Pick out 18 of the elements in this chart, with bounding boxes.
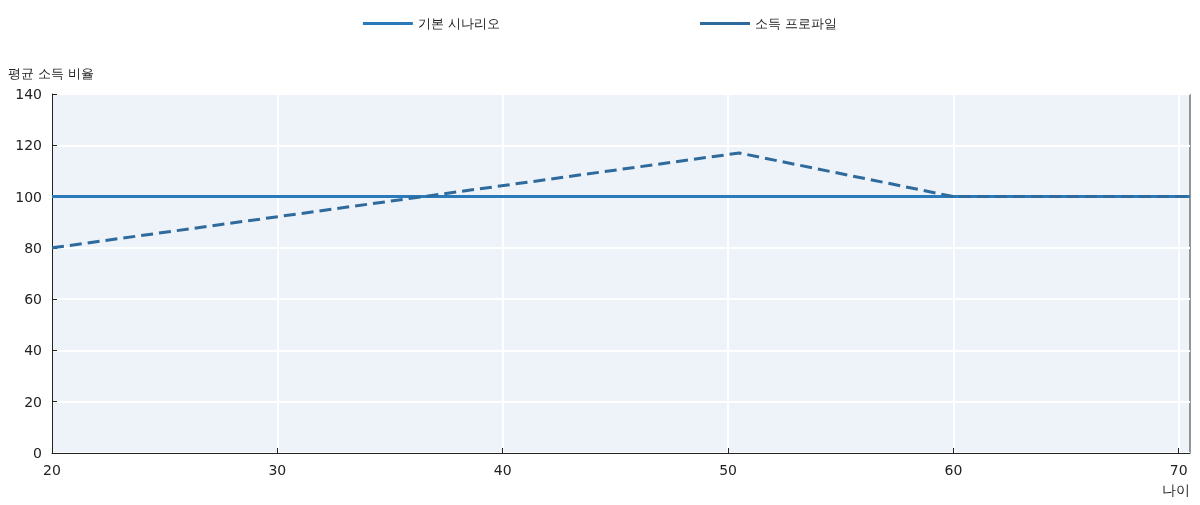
x-tick-label: 50 [719, 462, 737, 478]
y-tick-label: 120 [15, 137, 42, 154]
y-tick-label: 60 [24, 291, 42, 308]
x-tick-label: 60 [944, 462, 963, 478]
y-tick-label: 100 [15, 188, 42, 205]
y-tick-label: 80 [24, 239, 42, 256]
y-tick-label: 0 [33, 445, 42, 461]
y-axis-title: 평균 소득 비율 [8, 66, 95, 81]
x-tick-label: 20 [43, 462, 61, 478]
x-tick-label: 70 [1169, 462, 1188, 478]
y-tick-label: 40 [24, 342, 42, 359]
x-axis-title: 나이 [1162, 482, 1190, 498]
legend-label: 소득 프로파일 [755, 16, 838, 31]
x-tick-label: 30 [268, 462, 287, 478]
legend-label: 기본 시나리오 [417, 16, 501, 31]
y-tick-label: 140 [15, 86, 42, 102]
y-tick-label: 20 [24, 393, 42, 410]
x-tick-label: 40 [493, 462, 512, 478]
